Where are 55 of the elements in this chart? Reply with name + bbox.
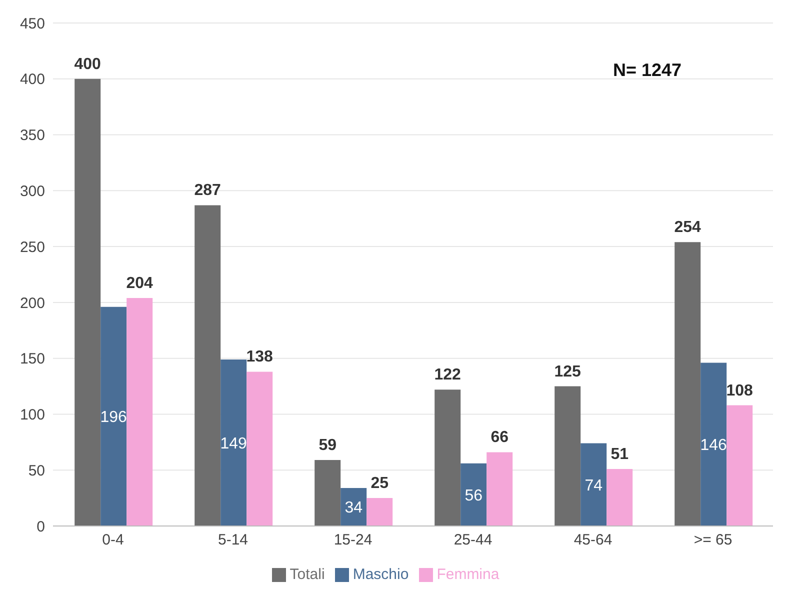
data-label: 122 — [434, 366, 462, 384]
data-label: 59 — [318, 437, 337, 454]
legend-label: Femmina — [436, 566, 500, 583]
y-tick-label: 450 — [20, 15, 45, 32]
data-label: 138 — [246, 348, 274, 366]
y-tick-label: 300 — [20, 182, 45, 200]
bar — [606, 468, 633, 526]
bar — [220, 359, 247, 526]
bar — [194, 205, 221, 526]
data-label: 400 — [74, 56, 102, 73]
data-label: 204 — [126, 274, 154, 292]
data-label: 74 — [584, 477, 603, 494]
data-label: 34 — [344, 500, 363, 517]
x-tick-label: 15-24 — [334, 532, 372, 549]
data-label: 146 — [700, 437, 728, 454]
bar — [366, 498, 393, 526]
bar — [100, 306, 127, 526]
data-label: 25 — [370, 475, 389, 492]
bar — [460, 463, 487, 526]
legend-label: Maschio — [352, 566, 409, 583]
y-tick-label: 50 — [28, 462, 45, 480]
data-label: 149 — [220, 435, 248, 452]
bar — [674, 242, 701, 526]
data-label: 56 — [464, 487, 483, 504]
x-tick-label: 45-64 — [574, 532, 612, 549]
bar — [314, 460, 341, 526]
data-label: 125 — [554, 363, 582, 380]
data-label: 254 — [674, 219, 702, 236]
bar — [554, 386, 581, 526]
bar — [580, 443, 607, 526]
x-tick-label: >= 65 — [694, 532, 732, 549]
annotation: N= 1247 — [613, 60, 682, 81]
y-tick-label: 200 — [20, 294, 45, 312]
x-tick-label: 25-44 — [454, 532, 492, 549]
data-label: 51 — [610, 446, 629, 463]
y-tick-label: 400 — [20, 71, 45, 88]
y-tick-label: 150 — [20, 350, 45, 368]
legend-label: Totali — [290, 566, 325, 583]
y-tick-label: 250 — [20, 238, 45, 256]
bar — [726, 405, 753, 526]
data-label: 196 — [100, 409, 128, 426]
bar — [246, 372, 273, 526]
bar — [126, 298, 153, 526]
y-tick-label: 0 — [36, 518, 45, 536]
data-label: 108 — [726, 382, 754, 400]
data-label: 66 — [490, 429, 509, 446]
data-label: 287 — [194, 182, 222, 200]
y-tick-label: 100 — [20, 406, 45, 424]
bar — [74, 78, 101, 526]
bar — [700, 362, 727, 526]
bar — [486, 452, 513, 526]
x-tick-label: 5-14 — [218, 532, 248, 549]
bar — [434, 390, 461, 526]
x-tick-label: 0-4 — [102, 532, 124, 549]
y-tick-label: 350 — [20, 127, 45, 144]
